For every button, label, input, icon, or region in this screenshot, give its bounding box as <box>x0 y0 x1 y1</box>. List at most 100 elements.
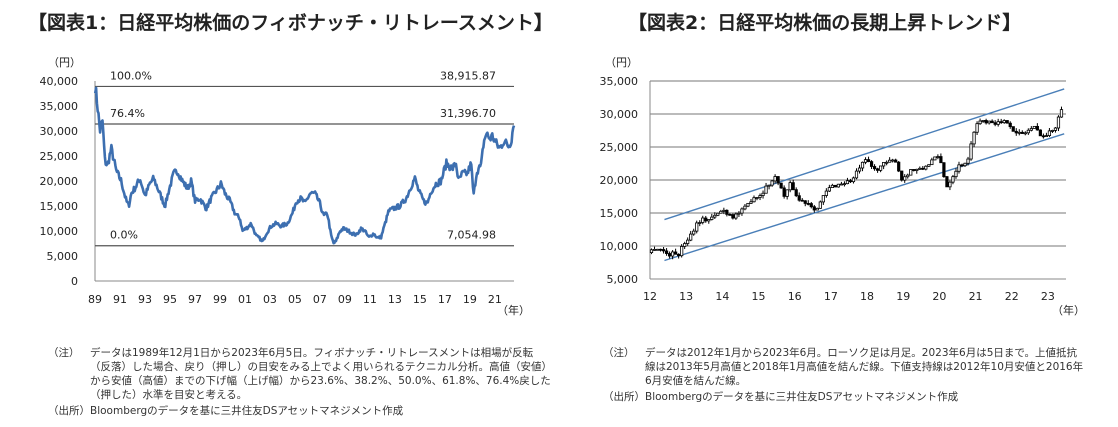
chart1-note-1-label: （注） <box>48 347 80 359</box>
chart2-candle-body <box>897 161 901 172</box>
chart2-candle-body <box>773 176 777 182</box>
chart1-x-tick-label: 15 <box>413 293 427 306</box>
chart2-candle-body <box>716 212 720 216</box>
chart2-candle-body <box>996 121 1000 125</box>
chart2-candle-body <box>728 213 732 216</box>
chart1-x-tick-label: 17 <box>438 293 452 306</box>
chart2-candle-body <box>963 162 967 167</box>
chart2-candle-body <box>984 120 988 124</box>
chart2-candle-body <box>863 159 868 163</box>
chart2-note-2-label: （出所） <box>603 391 645 403</box>
chart2-y-tick-label: 5,000 <box>607 273 639 286</box>
chart2-candle-body <box>677 253 681 257</box>
chart2-candle-body <box>1023 132 1027 135</box>
chart2-note-1: （注） データは2012年1月から2023年6月。ローソク足は月足。2023年6… <box>603 346 1093 388</box>
chart2-candle-body <box>975 123 979 133</box>
chart2-candle-body <box>948 181 952 188</box>
chart2-candle-body <box>921 167 925 170</box>
chart2-candle-body <box>1011 126 1015 132</box>
chart2-candle-body <box>1008 122 1012 128</box>
chart1-x-tick-label: 91 <box>113 293 127 306</box>
chart2-candle-body <box>1059 109 1064 118</box>
chart2-candle-body <box>758 195 762 198</box>
chart2-candle-body <box>1050 130 1055 132</box>
chart1-y-tick-label: 25,000 <box>40 150 79 163</box>
chart2-candle-body <box>704 217 708 222</box>
chart2-candle-body <box>894 159 898 163</box>
chart2-candle-body <box>809 203 813 208</box>
chart2-candle-body <box>767 184 771 187</box>
chart2-candle-body <box>842 183 847 186</box>
chart1-notes: （注） データは1989年12月1日から2023年6月5日。フィボナッチ・リトレ… <box>48 346 558 421</box>
chart2-candle-body <box>1002 120 1006 124</box>
chart2-candle-body <box>918 167 922 170</box>
chart2-candle-body <box>1053 127 1058 131</box>
chart2-candle-body <box>906 174 910 178</box>
chart2-candle-body <box>927 164 931 167</box>
chart1-reference-percent: 76.4% <box>110 107 145 120</box>
chart1-y-unit: （円） <box>48 56 81 69</box>
chart2-candle-body <box>785 189 789 197</box>
chart2-candle-body <box>1005 120 1009 124</box>
chart2-x-tick-label: 13 <box>679 290 693 303</box>
chart2-candle-body <box>1020 131 1024 134</box>
chart2-candle-body <box>791 182 795 191</box>
chart1-note-2-label: （出所） <box>48 405 90 417</box>
chart2-candle-body <box>752 197 756 203</box>
chart1-x-tick-label: 19 <box>463 293 477 306</box>
chart2-y-tick-label: 20,000 <box>600 174 639 187</box>
chart1-x-tick-label: 01 <box>238 293 252 306</box>
chart2-candle-body <box>788 182 792 191</box>
chart2-candle-body <box>966 158 970 164</box>
chart2-candle-body <box>689 233 693 241</box>
chart2-candle-body <box>860 161 865 169</box>
chart2-candle-body <box>951 176 955 183</box>
chart2-candle-body <box>875 168 880 171</box>
chart2-candle-body <box>888 159 892 163</box>
chart2-candle-body <box>818 201 822 209</box>
chart2-candle-body <box>936 156 940 158</box>
chart2-x-tick-label: 19 <box>896 290 910 303</box>
chart1-note-2-text: Bloombergのデータを基に三井住友DSアセットマネジメント作成 <box>90 405 404 417</box>
chart2-candle-body <box>664 250 669 254</box>
chart2-trend-line <box>664 88 1065 221</box>
chart2-x-tick-label: 15 <box>752 290 766 303</box>
chart2-candle-body <box>695 222 699 232</box>
chart2-candle-body <box>845 180 850 185</box>
chart2-candle-body <box>779 182 783 189</box>
chart1-y-tick-label: 15,000 <box>40 200 79 213</box>
chart2-candle-body <box>981 120 985 122</box>
chart2-candle-body <box>1029 128 1033 131</box>
chart2-candle-body <box>866 159 871 162</box>
chart2-candle-body <box>1017 131 1021 134</box>
chart1-x-tick-label: 97 <box>188 293 202 306</box>
chart2-x-tick-label: 16 <box>788 290 802 303</box>
chart2-candle-body <box>993 122 997 125</box>
chart2-candle-body <box>1044 135 1049 137</box>
chart2-candle-body <box>839 183 844 186</box>
chart2-candle-body <box>686 239 690 244</box>
chart2-notes: （注） データは2012年1月から2023年6月。ローソク足は月足。2023年6… <box>603 346 1093 406</box>
chart2-candle-body <box>990 120 994 124</box>
chart1-y-tick-label: 30,000 <box>40 125 79 138</box>
chart2-note-2-text: Bloombergのデータを基に三井住友DSアセットマネジメント作成 <box>645 391 959 403</box>
chart2-candle-body <box>655 248 660 251</box>
chart2-y-tick-label: 35,000 <box>600 75 639 88</box>
chart2-candle-body <box>848 180 853 183</box>
chart2-candle-body <box>698 222 702 224</box>
chart2-candle-body <box>746 202 750 207</box>
chart2-y-tick-label: 10,000 <box>600 240 639 253</box>
chart1-x-tick-label: 13 <box>388 293 402 306</box>
chart2-candle-body <box>857 167 862 172</box>
chart2-candle-body <box>770 180 774 186</box>
chart1-x-tick-label: 95 <box>163 293 177 306</box>
chart2-candle-body <box>731 214 735 219</box>
chart2-candle-body <box>782 187 786 197</box>
chart2-candle-body <box>740 208 744 214</box>
chart2-candle-body <box>707 219 711 222</box>
chart2-candle-body <box>797 195 801 201</box>
chart2-candle-body <box>794 189 798 197</box>
chart2-candle-body <box>900 170 904 181</box>
chart1-y-tick-label: 5,000 <box>47 250 79 263</box>
